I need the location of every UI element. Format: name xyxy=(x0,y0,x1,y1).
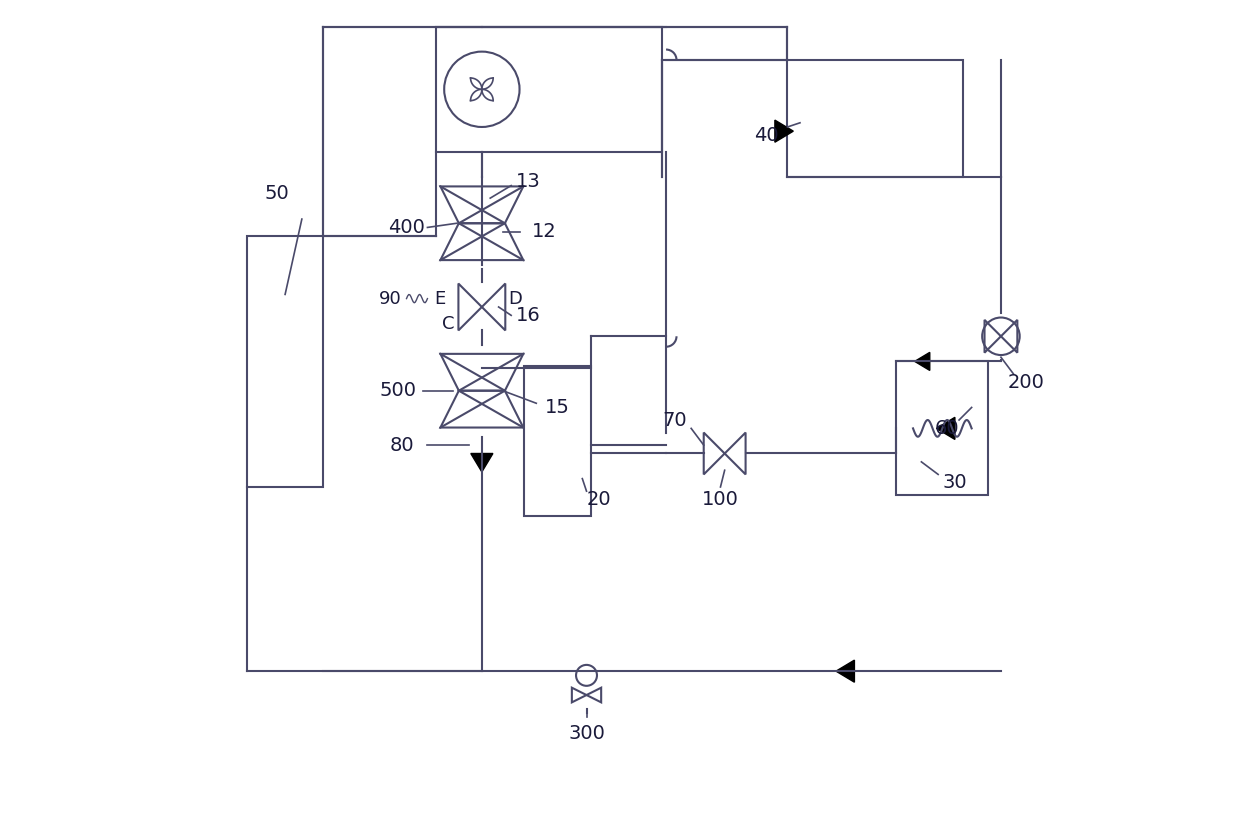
Text: 30: 30 xyxy=(942,473,967,492)
Bar xyxy=(787,60,963,177)
Text: 80: 80 xyxy=(391,436,414,454)
Polygon shape xyxy=(775,120,794,142)
Text: 300: 300 xyxy=(568,724,605,743)
Text: 15: 15 xyxy=(544,398,569,417)
Text: 70: 70 xyxy=(662,411,687,429)
Text: 40: 40 xyxy=(754,126,779,144)
Polygon shape xyxy=(936,417,955,439)
Text: 200: 200 xyxy=(1008,373,1044,391)
Bar xyxy=(897,361,988,496)
Polygon shape xyxy=(471,454,494,472)
Text: 60: 60 xyxy=(934,419,959,438)
Polygon shape xyxy=(915,352,930,370)
Text: 400: 400 xyxy=(388,218,425,237)
Text: 20: 20 xyxy=(587,490,611,509)
Bar xyxy=(523,365,590,517)
Text: 50: 50 xyxy=(264,185,289,203)
Text: E: E xyxy=(434,290,445,307)
Bar xyxy=(248,236,322,487)
Text: 100: 100 xyxy=(702,490,739,509)
Text: C: C xyxy=(443,315,455,333)
Text: D: D xyxy=(508,290,522,307)
Text: 12: 12 xyxy=(532,222,557,241)
Text: 13: 13 xyxy=(516,172,541,191)
Text: 90: 90 xyxy=(378,290,401,307)
Bar xyxy=(435,27,662,152)
Polygon shape xyxy=(836,660,854,682)
Text: 500: 500 xyxy=(379,381,417,400)
Text: 16: 16 xyxy=(516,306,541,325)
